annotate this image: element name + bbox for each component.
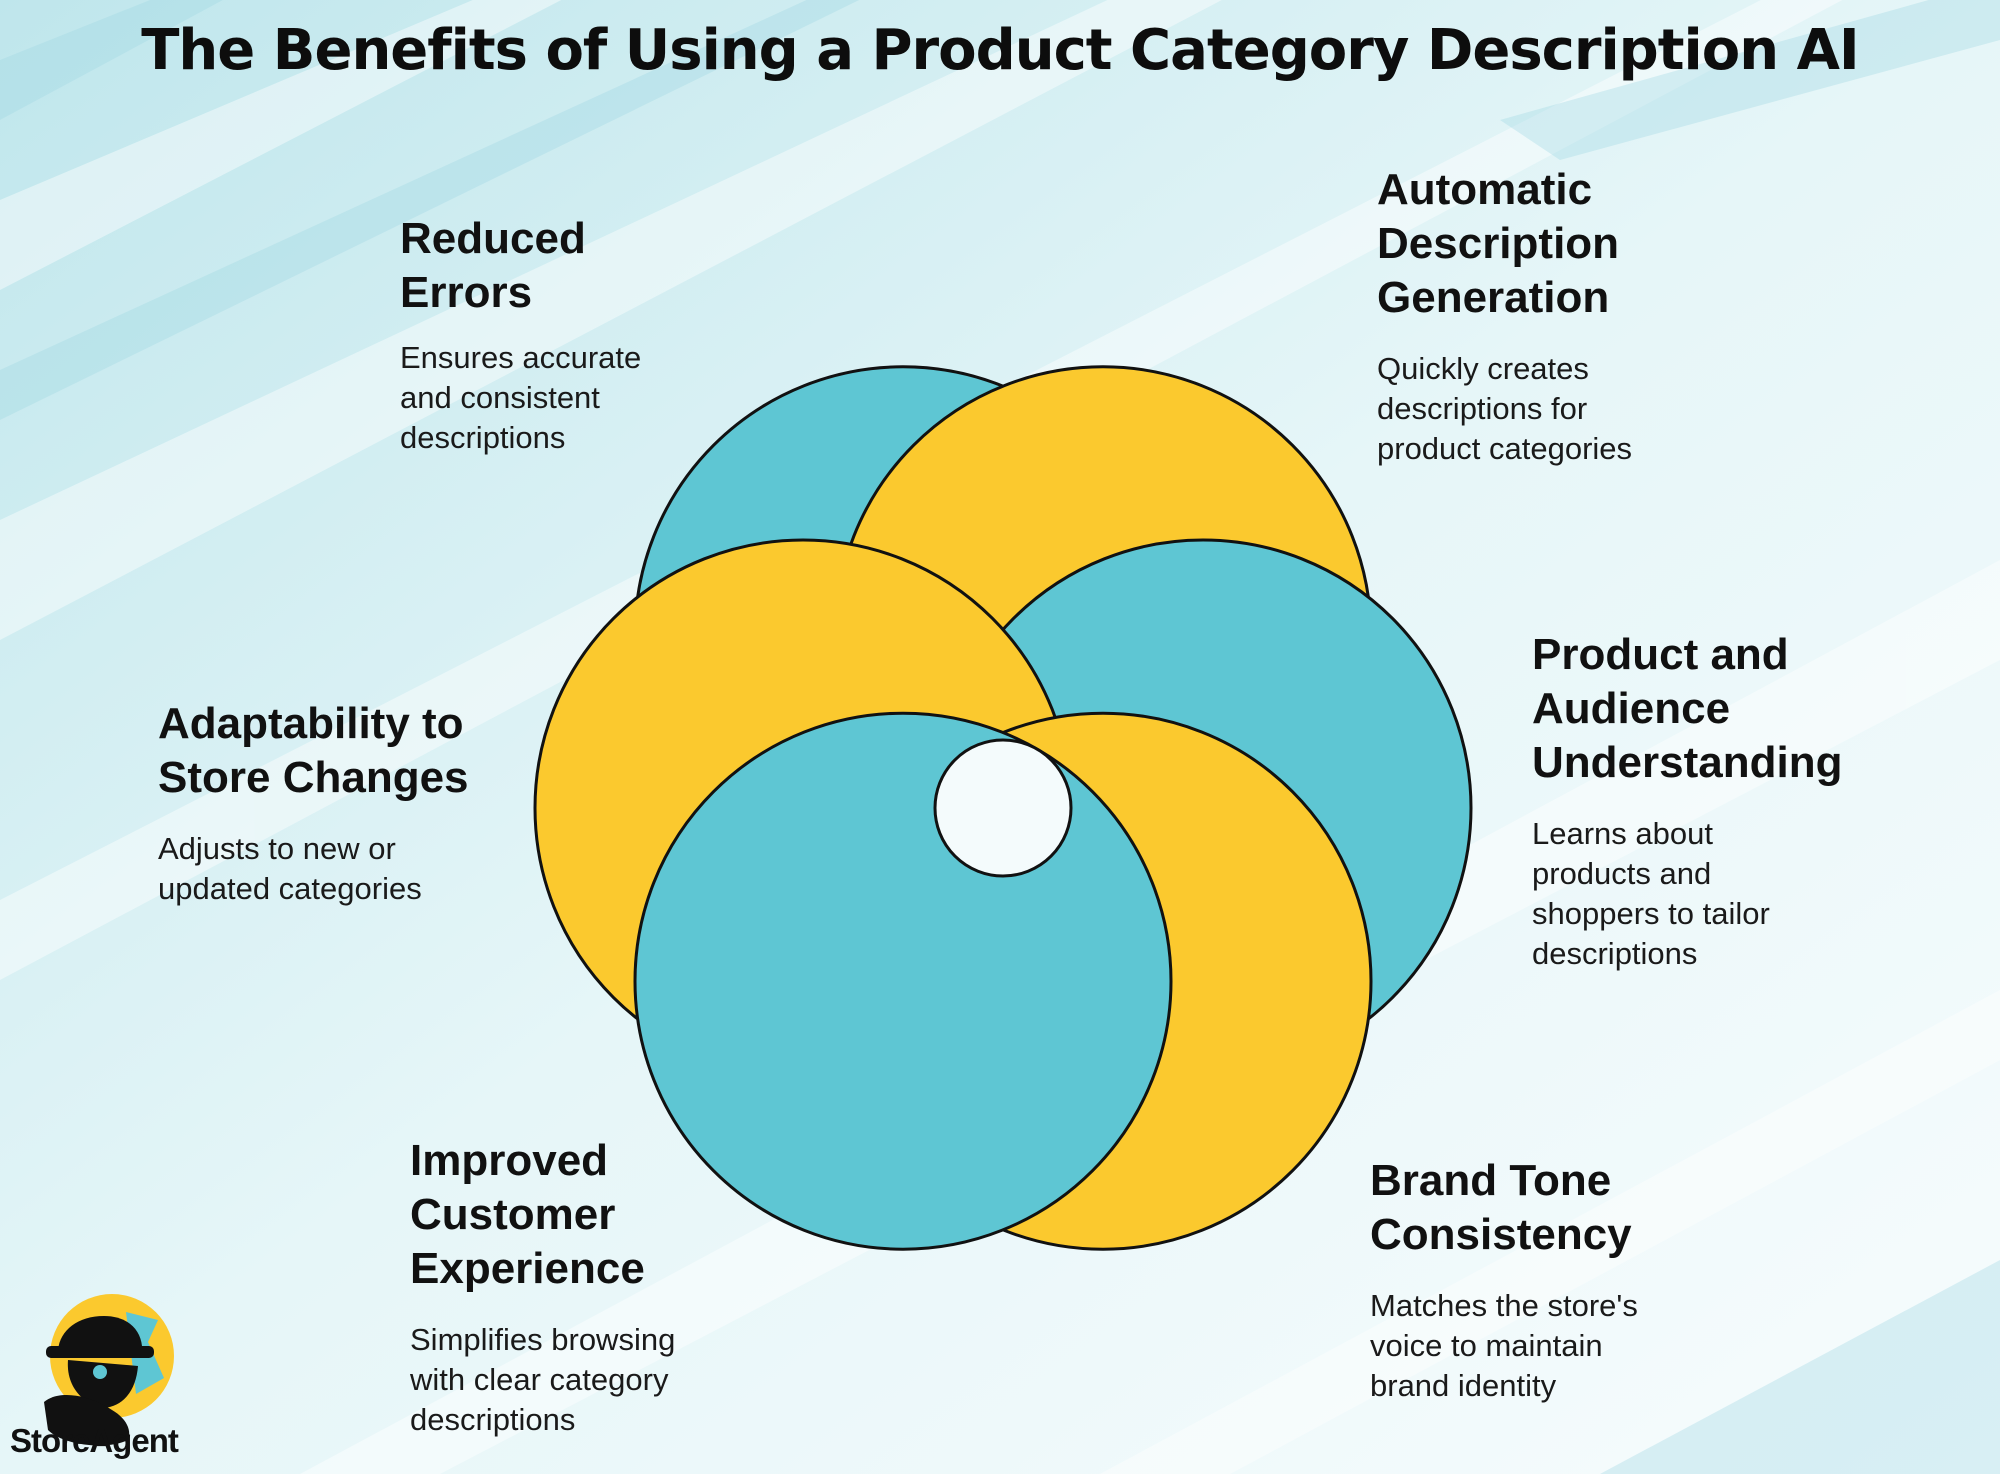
benefit-brand-tone-consistency: Brand Tone Consistency Matches the store'… [1370, 1154, 1638, 1406]
benefit-reduced-errors: Reduced Errors Ensures accurate and consis… [400, 212, 641, 458]
benefit-improved-customer-experience: Improved Customer Experience Simplifies br… [410, 1134, 675, 1440]
benefit-description: Matches the store's voice to maintain bran… [1370, 1288, 1638, 1403]
benefit-title: Product and Audience Understanding [1532, 630, 1843, 787]
page-title: The Benefits of Using a Product Category… [141, 18, 1860, 83]
center-hole [933, 738, 1073, 878]
benefit-title: Brand Tone Consistency [1370, 1156, 1632, 1259]
benefit-title: Improved Customer Experience [410, 1136, 645, 1293]
benefit-title: Adaptability to Store Changes [158, 699, 469, 802]
benefit-automatic-description-generation: Automatic Description Generation Quickly c… [1377, 163, 1632, 469]
logo-text: StoreAgent [10, 1422, 179, 1459]
petal-improved-customer-experience [633, 711, 1173, 1251]
benefit-description: Simplifies browsing with clear category de… [410, 1322, 676, 1437]
spy-agent-icon [44, 1294, 174, 1446]
benefit-description: Ensures accurate and consistent descriptio… [400, 340, 642, 455]
benefit-adaptability-store-changes: Adaptability to Store Changes Adjusts to … [158, 697, 469, 909]
benefit-description: Quickly creates descriptions for product c… [1377, 351, 1633, 466]
benefit-product-audience-understanding: Product and Audience Understanding Learns … [1532, 628, 1842, 974]
benefit-title: Reduced Errors [400, 214, 586, 317]
benefit-title: Automatic Description Generation [1377, 165, 1620, 322]
benefit-description: Learns about products and shoppers to tail… [1532, 816, 1770, 971]
benefit-description: Adjusts to new or updated categories [158, 831, 422, 906]
